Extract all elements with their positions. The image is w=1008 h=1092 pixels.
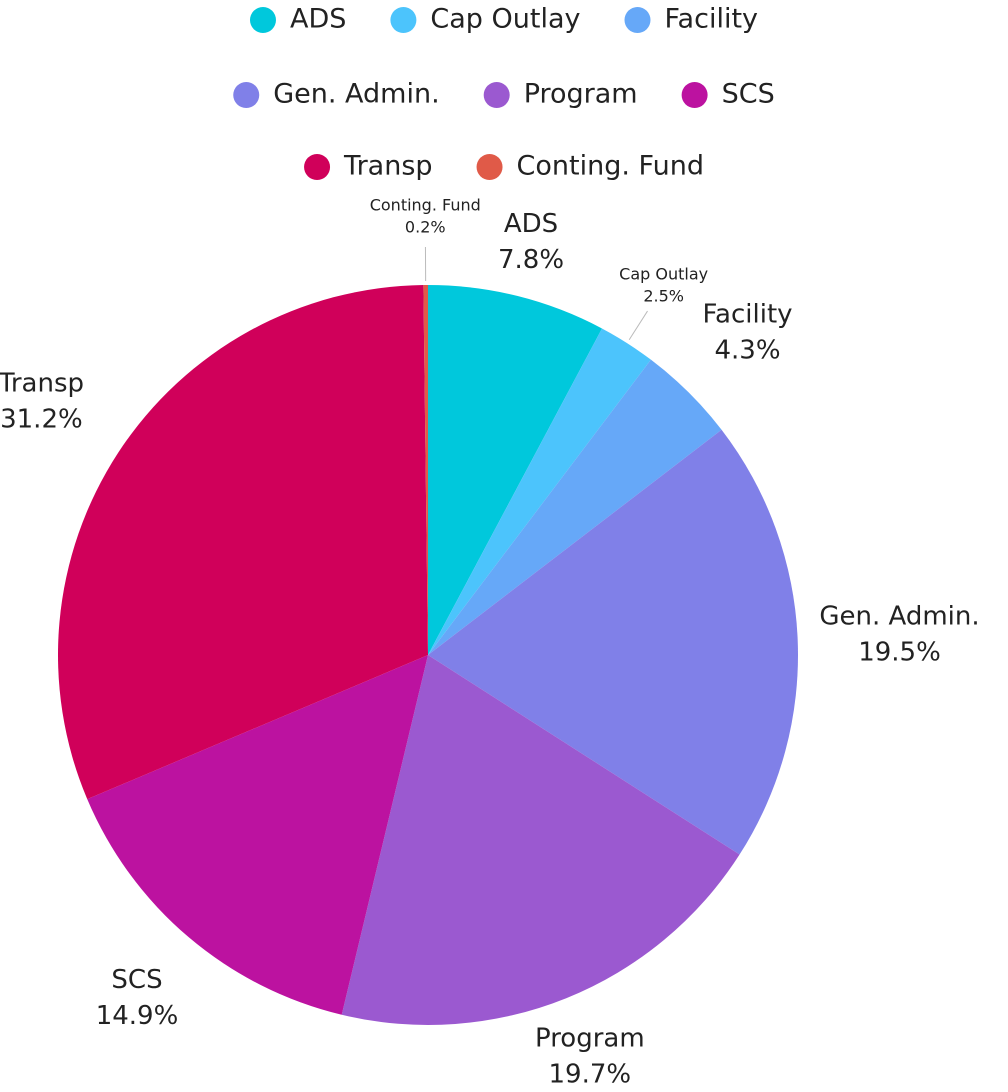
pie-slice bbox=[423, 285, 428, 655]
slice-label: Program bbox=[535, 1023, 645, 1053]
pie-slice bbox=[428, 285, 603, 655]
legend-label: Gen. Admin. bbox=[273, 79, 439, 110]
slice-value-label: 0.2% bbox=[405, 218, 446, 237]
slice-value-label: 4.3% bbox=[714, 335, 780, 365]
legend-marker bbox=[681, 82, 708, 108]
legend-marker bbox=[233, 82, 260, 108]
slice-label: Transp bbox=[0, 369, 84, 399]
pie-slice bbox=[87, 655, 429, 1015]
legend-label: Transp bbox=[343, 151, 433, 182]
slice-value-label: 14.9% bbox=[96, 1001, 179, 1031]
legend-label: Conting. Fund bbox=[517, 151, 704, 182]
legend-marker bbox=[304, 154, 331, 180]
pie-slice bbox=[428, 359, 722, 655]
pie-slice bbox=[428, 429, 798, 855]
slice-label: Conting. Fund bbox=[370, 196, 481, 215]
legend-label: ADS bbox=[290, 4, 346, 35]
pie-slice bbox=[428, 328, 651, 655]
slice-label: Facility bbox=[702, 299, 792, 329]
legend-marker bbox=[249, 7, 276, 33]
slice-value-label: 19.5% bbox=[858, 638, 941, 668]
slice-value-label: 31.2% bbox=[0, 405, 83, 435]
slice-value-label: 2.5% bbox=[643, 286, 684, 305]
slice-label: SCS bbox=[111, 965, 162, 995]
legend-marker bbox=[476, 154, 503, 180]
slice-label: ADS bbox=[504, 209, 558, 239]
legend-label: SCS bbox=[722, 79, 775, 110]
slice-label: Gen. Admin. bbox=[819, 602, 979, 632]
legend-label: Cap Outlay bbox=[430, 4, 580, 35]
slice-value-label: 7.8% bbox=[498, 245, 564, 275]
legend-marker bbox=[390, 7, 417, 33]
pie-slice bbox=[57, 285, 428, 800]
legend-label: Program bbox=[524, 79, 638, 110]
legend-marker bbox=[624, 7, 651, 33]
leader-line bbox=[628, 310, 648, 341]
slice-value-label: 19.7% bbox=[549, 1059, 632, 1089]
legend-label: Facility bbox=[665, 4, 759, 35]
legend-marker bbox=[483, 82, 510, 108]
pie-slice bbox=[341, 655, 740, 1025]
slice-label: Cap Outlay bbox=[619, 264, 708, 283]
